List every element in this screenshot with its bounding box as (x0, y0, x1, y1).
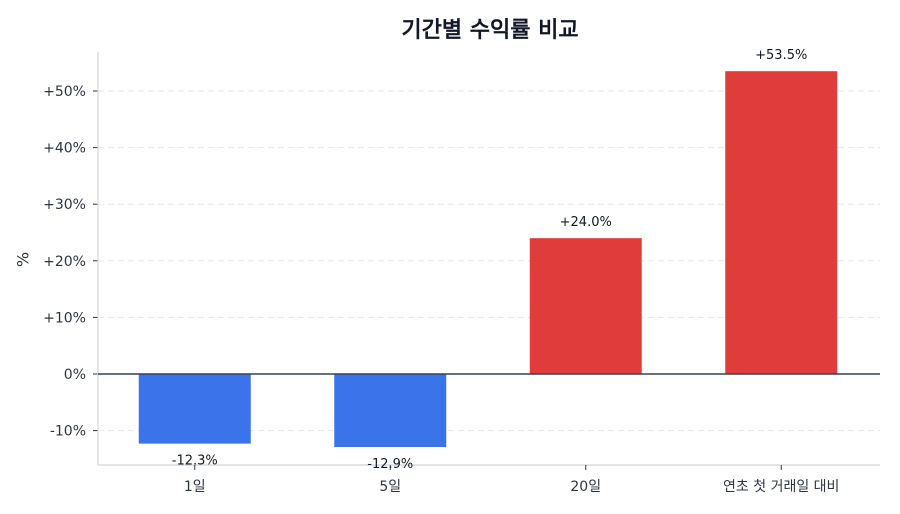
y-tick-label: +10% (43, 310, 86, 326)
y-tick-label: +50% (43, 84, 86, 100)
bar (334, 374, 447, 448)
y-tick-label: +40% (43, 141, 86, 157)
bar-value-label: -12.9% (367, 457, 413, 472)
y-tick-label: +20% (43, 254, 86, 270)
bar-value-label: +24.0% (560, 215, 612, 230)
y-tick-label: +30% (43, 197, 86, 213)
y-tick-label: 0% (64, 367, 86, 383)
bar (138, 374, 251, 444)
x-tick-label: 5일 (379, 479, 401, 495)
y-tick-label: -10% (50, 424, 86, 440)
x-tick-label: 20일 (570, 479, 601, 495)
bar (529, 238, 642, 374)
x-tick-label: 1일 (184, 479, 206, 495)
bar (725, 71, 838, 374)
bar-value-label: -12.3% (172, 454, 218, 469)
chart-title: 기간별 수익률 비교 (401, 18, 579, 43)
x-tick-label: 연초 첫 거래일 대비 (723, 479, 839, 495)
bar-value-label: +53.5% (755, 48, 807, 63)
